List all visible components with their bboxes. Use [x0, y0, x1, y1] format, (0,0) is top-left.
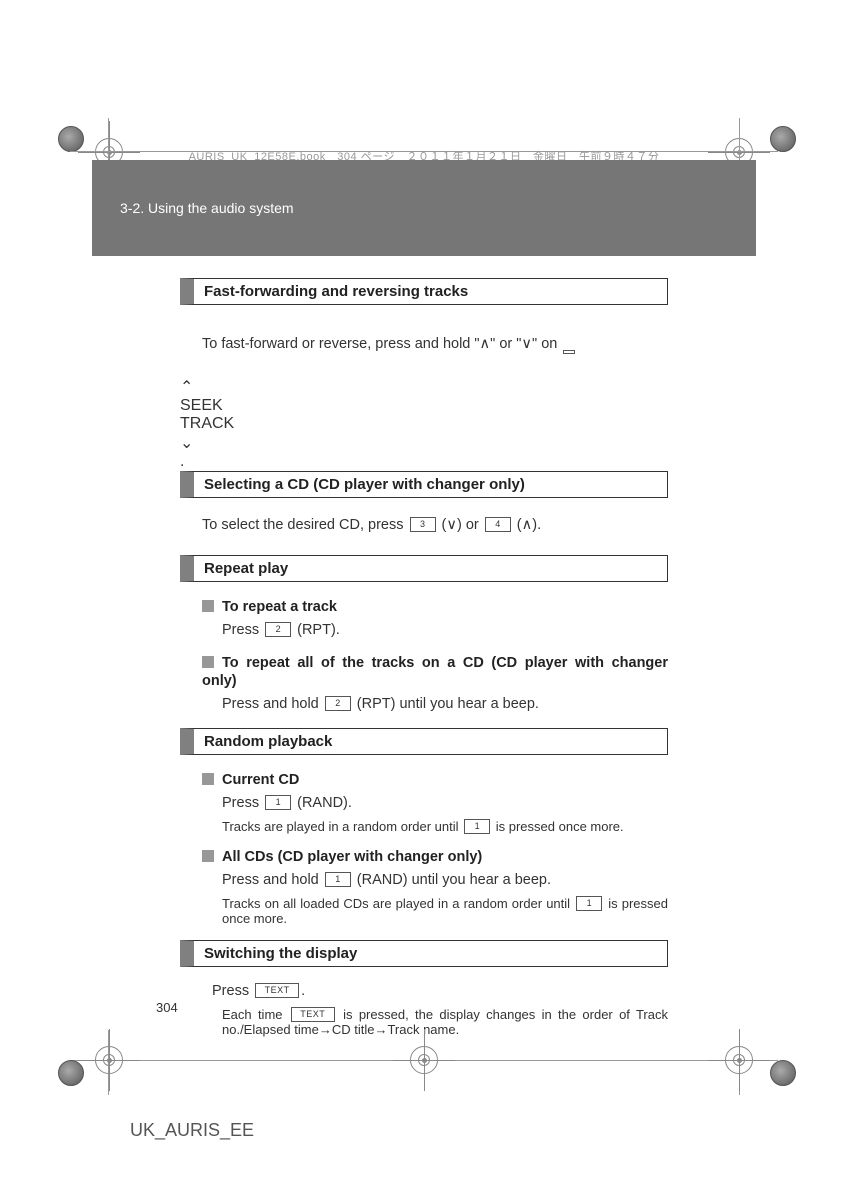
seek-label-1: SEEK — [180, 397, 668, 415]
all-cds-note-before: Tracks on all loaded CDs are played in a… — [222, 896, 574, 911]
page-content: Fast-forwarding and reversing tracks To … — [180, 278, 668, 1051]
down-symbol: ∨ — [521, 336, 532, 352]
chapter-banner: 3-2. Using the audio system — [92, 160, 756, 256]
select-cd-down: (∨) or — [438, 517, 483, 533]
repeat-track-item: To repeat a track — [202, 598, 668, 616]
repeat-all-before: Press and hold — [222, 696, 323, 712]
repeat-track-after: (RPT). — [293, 622, 340, 638]
text-button-icon2: TEXT — [291, 1007, 335, 1022]
square-bullet-icon — [202, 656, 214, 668]
current-cd-title: Current CD — [222, 772, 299, 788]
seek-down-arrow: ⌄ — [180, 433, 668, 453]
square-bullet-icon — [202, 773, 214, 785]
select-cd-before: To select the desired CD, press — [202, 517, 408, 533]
button-3-icon: 3 — [410, 517, 436, 532]
heading-random: Random playback — [180, 728, 668, 755]
crop-circle-bottom-right — [770, 1060, 796, 1086]
current-cd-after: (RAND). — [293, 795, 352, 811]
current-cd-note-after: is pressed once more. — [492, 819, 624, 834]
select-cd-up: (∧). — [513, 517, 541, 533]
all-cds-item: All CDs (CD player with changer only) — [202, 848, 668, 866]
switch-before: Press — [212, 983, 253, 999]
all-cds-before: Press and hold — [222, 872, 323, 888]
crop-circle-bottom-left — [58, 1060, 84, 1086]
repeat-track-title: To repeat a track — [222, 599, 337, 615]
square-bullet-icon — [202, 600, 214, 612]
repeat-track-before: Press — [222, 622, 263, 638]
current-cd-note-before: Tracks are played in a random order unti… — [222, 819, 462, 834]
repeat-all-after: (RPT) until you hear a beep. — [353, 696, 539, 712]
heading-fast-forward: Fast-forwarding and reversing tracks — [180, 278, 668, 305]
seek-up-arrow: ⌃ — [180, 377, 668, 397]
button-1-rand-icon: 1 — [265, 795, 291, 810]
heading-selecting-cd: Selecting a CD (CD player with changer o… — [180, 471, 668, 498]
square-bullet-icon — [202, 850, 214, 862]
all-cds-after: (RAND) until you hear a beep. — [353, 872, 551, 888]
current-cd-before: Press — [222, 795, 263, 811]
ff-text-mid: " or " — [490, 336, 521, 352]
seek-label-2: TRACK — [180, 415, 668, 433]
footer-document-id: UK_AURIS_EE — [130, 1120, 254, 1141]
heading-repeat-play: Repeat play — [180, 555, 668, 582]
text-button-icon: TEXT — [255, 983, 299, 998]
button-1-icon: 1 — [464, 819, 490, 834]
current-cd-item: Current CD — [202, 771, 668, 789]
up-symbol: ∧ — [480, 336, 491, 352]
button-4-icon: 4 — [485, 517, 511, 532]
repeat-track-instruction: Press 2 (RPT). — [222, 622, 668, 638]
chapter-title: 3-2. Using the audio system — [120, 200, 294, 216]
page-number: 304 — [156, 1000, 178, 1015]
crop-line-bottom — [70, 1060, 778, 1061]
repeat-all-item: To repeat all of the tracks on a CD (CD … — [202, 654, 668, 690]
switch-after: . — [301, 983, 305, 999]
heading-switch-display: Switching the display — [180, 940, 668, 967]
crop-line-br — [739, 1030, 740, 1095]
button-1-icon2: 1 — [576, 896, 602, 911]
switch-note-before: Each time — [222, 1007, 289, 1022]
repeat-all-instruction: Press and hold 2 (RPT) until you hear a … — [222, 696, 668, 712]
switch-display-note: Each time TEXT is pressed, the display c… — [222, 1007, 668, 1037]
ff-period: . — [180, 453, 184, 470]
ff-text-after: " on — [532, 336, 561, 352]
all-cds-instruction: Press and hold 1 (RAND) until you hear a… — [222, 872, 668, 888]
current-cd-instruction: Press 1 (RAND). — [222, 795, 668, 811]
fast-forward-instruction: To fast-forward or reverse, press and ho… — [202, 333, 668, 355]
repeat-all-title: To repeat all of the tracks on a CD (CD … — [202, 655, 668, 689]
button-2-rpt2-icon: 2 — [325, 696, 351, 711]
switch-display-instruction: Press TEXT. — [212, 983, 668, 999]
current-cd-note: Tracks are played in a random order unti… — [222, 819, 668, 834]
crop-line-bl — [108, 1030, 109, 1095]
ff-text-before: To fast-forward or reverse, press and ho… — [202, 336, 480, 352]
all-cds-note: Tracks on all loaded CDs are played in a… — [222, 896, 668, 926]
button-1-rand2-icon: 1 — [325, 872, 351, 887]
seek-track-button-icon — [563, 350, 575, 354]
all-cds-title: All CDs (CD player with changer only) — [222, 849, 482, 865]
button-2-rpt-icon: 2 — [265, 622, 291, 637]
select-cd-instruction: To select the desired CD, press 3 (∨) or… — [202, 514, 668, 536]
